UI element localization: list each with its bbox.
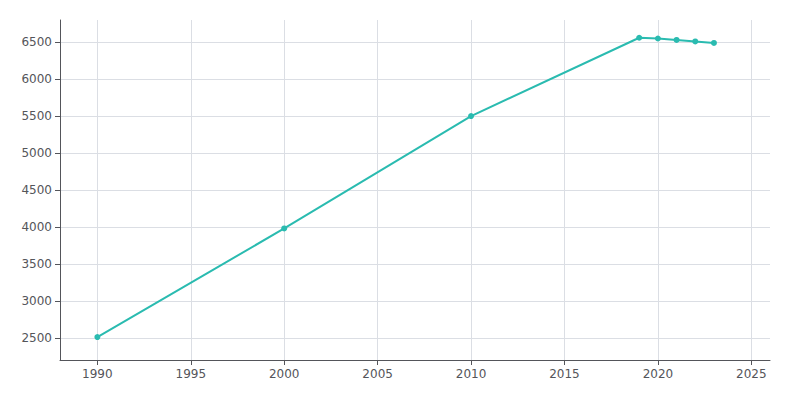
- svg-text:5500: 5500: [21, 109, 52, 123]
- svg-text:5000: 5000: [21, 146, 52, 160]
- svg-text:3000: 3000: [21, 294, 52, 308]
- svg-text:6000: 6000: [21, 72, 52, 86]
- svg-text:2005: 2005: [362, 367, 393, 381]
- svg-text:2010: 2010: [456, 367, 487, 381]
- svg-text:2020: 2020: [643, 367, 674, 381]
- svg-text:4000: 4000: [21, 220, 52, 234]
- svg-text:6500: 6500: [21, 35, 52, 49]
- svg-text:2500: 2500: [21, 331, 52, 345]
- svg-text:2000: 2000: [269, 367, 300, 381]
- svg-text:1990: 1990: [82, 367, 113, 381]
- svg-text:4500: 4500: [21, 183, 52, 197]
- svg-text:2025: 2025: [736, 367, 767, 381]
- svg-text:3500: 3500: [21, 257, 52, 271]
- svg-text:2015: 2015: [549, 367, 580, 381]
- svg-text:1995: 1995: [176, 367, 207, 381]
